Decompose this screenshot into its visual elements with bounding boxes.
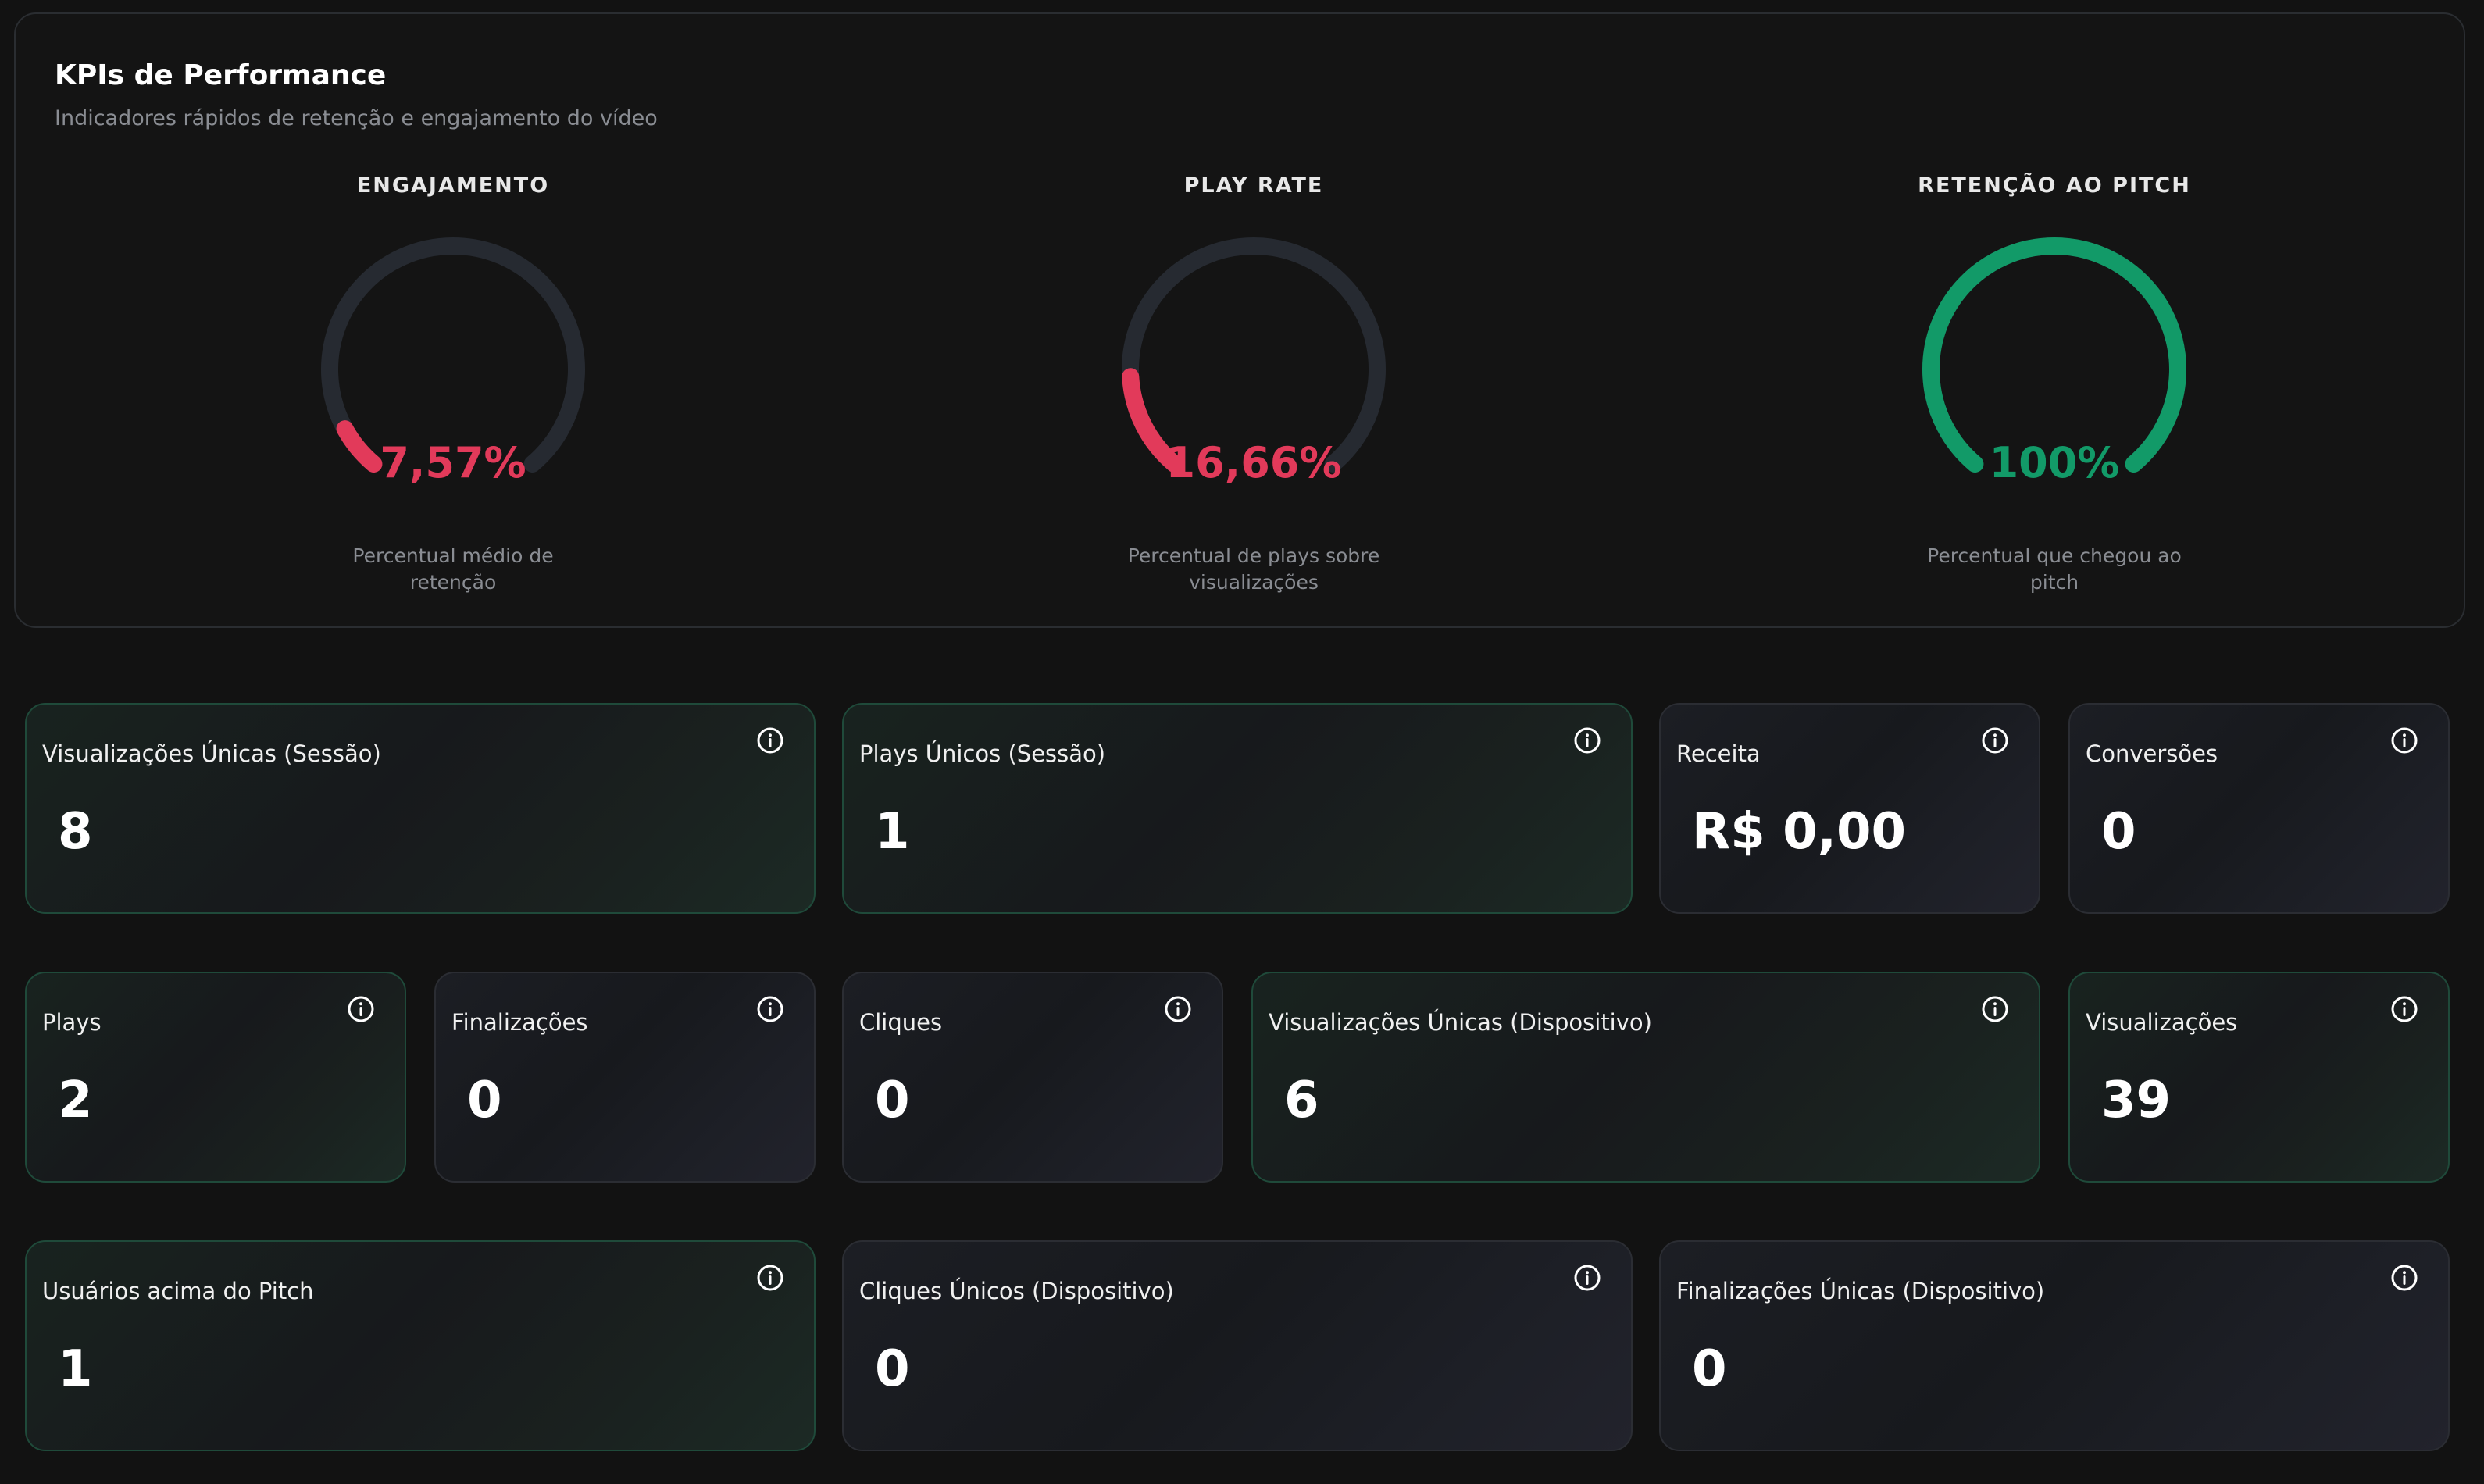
metric-card-plays-unicos-sessao[interactable]: Plays Únicos (Sessão) 1	[842, 703, 1633, 914]
info-icon[interactable]	[756, 1264, 784, 1292]
metric-label: Cliques	[859, 1009, 943, 1036]
metric-label: Conversões	[2086, 740, 2218, 767]
gauge-chart: 7,57%	[321, 237, 585, 487]
gauge-chart: 16,66%	[1122, 237, 1386, 487]
metric-card-conversoes[interactable]: Conversões 0	[2068, 703, 2450, 914]
metric-value: 1	[875, 803, 910, 861]
info-icon[interactable]	[756, 995, 784, 1023]
metric-card-cliques-unicos-dispositivo[interactable]: Cliques Únicos (Dispositivo) 0	[842, 1240, 1633, 1451]
gauge-retencao-pitch: RETENÇÃO AO PITCH 100% Percentual que ch…	[1742, 162, 2367, 596]
gauge-description: Percentual médio de retenção	[352, 544, 554, 594]
metric-label: Visualizações Únicas (Sessão)	[42, 740, 381, 767]
metric-value: 0	[875, 1340, 910, 1398]
metric-label: Visualizações Únicas (Dispositivo)	[1269, 1009, 1652, 1036]
metric-value: 6	[1284, 1072, 1319, 1129]
metric-card-finalizacoes-unicas-dispositivo[interactable]: Finalizações Únicas (Dispositivo) 0	[1659, 1240, 2450, 1451]
metric-value: 0	[467, 1072, 502, 1129]
metric-card-plays[interactable]: Plays 2	[25, 972, 406, 1183]
info-icon[interactable]	[1981, 995, 2009, 1023]
kpi-panel: KPIs de Performance Indicadores rápidos …	[14, 12, 2465, 628]
gauge-label: RETENÇÃO AO PITCH	[1918, 173, 2191, 198]
gauge-track	[1122, 237, 1386, 473]
kpi-panel-subtitle: Indicadores rápidos de retenção e engaja…	[55, 106, 658, 130]
metric-value: 1	[58, 1340, 93, 1398]
info-icon[interactable]	[347, 995, 375, 1023]
metric-label: Finalizações Únicas (Dispositivo)	[1676, 1278, 2045, 1304]
info-icon[interactable]	[2390, 995, 2418, 1023]
gauge-fill	[336, 420, 383, 473]
info-icon[interactable]	[1573, 726, 1601, 754]
metric-label: Finalizações	[451, 1009, 588, 1036]
gauge-description: Percentual de plays sobre visualizações	[1127, 544, 1380, 594]
metric-value: 2	[58, 1072, 93, 1129]
gauge-play-rate: PLAY RATE 16,66% Percentual de plays sob…	[941, 162, 1566, 596]
metric-label: Usuários acima do Pitch	[42, 1278, 314, 1304]
metric-value: 8	[58, 803, 93, 861]
info-icon[interactable]	[1981, 726, 2009, 754]
kpi-panel-title: KPIs de Performance	[55, 59, 387, 91]
metric-card-cliques[interactable]: Cliques 0	[842, 972, 1223, 1183]
metric-value: 0	[1692, 1340, 1727, 1398]
metric-card-usuarios-acima-pitch[interactable]: Usuários acima do Pitch 1	[25, 1240, 816, 1451]
gauge-value: 100%	[1990, 438, 2120, 487]
gauge-value: 16,66%	[1166, 438, 1342, 487]
gauge-fill	[1122, 368, 1183, 473]
metric-card-visualizacoes[interactable]: Visualizações 39	[2068, 972, 2450, 1183]
gauge-engajamento: ENGAJAMENTO 7,57% Percentual médio de re…	[141, 162, 766, 596]
info-icon[interactable]	[2390, 1264, 2418, 1292]
gauge-track	[321, 237, 585, 473]
info-icon[interactable]	[1573, 1264, 1601, 1292]
metric-value: 0	[875, 1072, 910, 1129]
metric-card-finalizacoes[interactable]: Finalizações 0	[434, 972, 816, 1183]
metric-value: 39	[2101, 1072, 2172, 1129]
gauge-value: 7,57%	[380, 438, 526, 487]
metric-card-visualizacoes-unicas-sessao[interactable]: Visualizações Únicas (Sessão) 8	[25, 703, 816, 914]
metric-label: Plays Únicos (Sessão)	[859, 740, 1106, 767]
info-icon[interactable]	[1164, 995, 1192, 1023]
gauge-label: ENGAJAMENTO	[356, 173, 550, 198]
metric-label: Cliques Únicos (Dispositivo)	[859, 1278, 1174, 1304]
gauge-fill	[1922, 237, 2186, 473]
info-icon[interactable]	[756, 726, 784, 754]
info-icon[interactable]	[2390, 726, 2418, 754]
metric-label: Visualizações	[2086, 1009, 2238, 1036]
metric-card-receita[interactable]: Receita R$ 0,00	[1659, 703, 2040, 914]
metric-label: Receita	[1676, 740, 1761, 767]
metric-label: Plays	[42, 1009, 102, 1036]
gauge-chart: 100%	[1922, 237, 2186, 487]
metric-card-visualizacoes-unicas-dispositivo[interactable]: Visualizações Únicas (Dispositivo) 6	[1251, 972, 2040, 1183]
metric-value: 0	[2101, 803, 2136, 861]
metric-value: R$ 0,00	[1692, 803, 1906, 861]
gauge-label: PLAY RATE	[1183, 173, 1324, 198]
gauge-description: Percentual que chegou ao pitch	[1927, 544, 2182, 594]
